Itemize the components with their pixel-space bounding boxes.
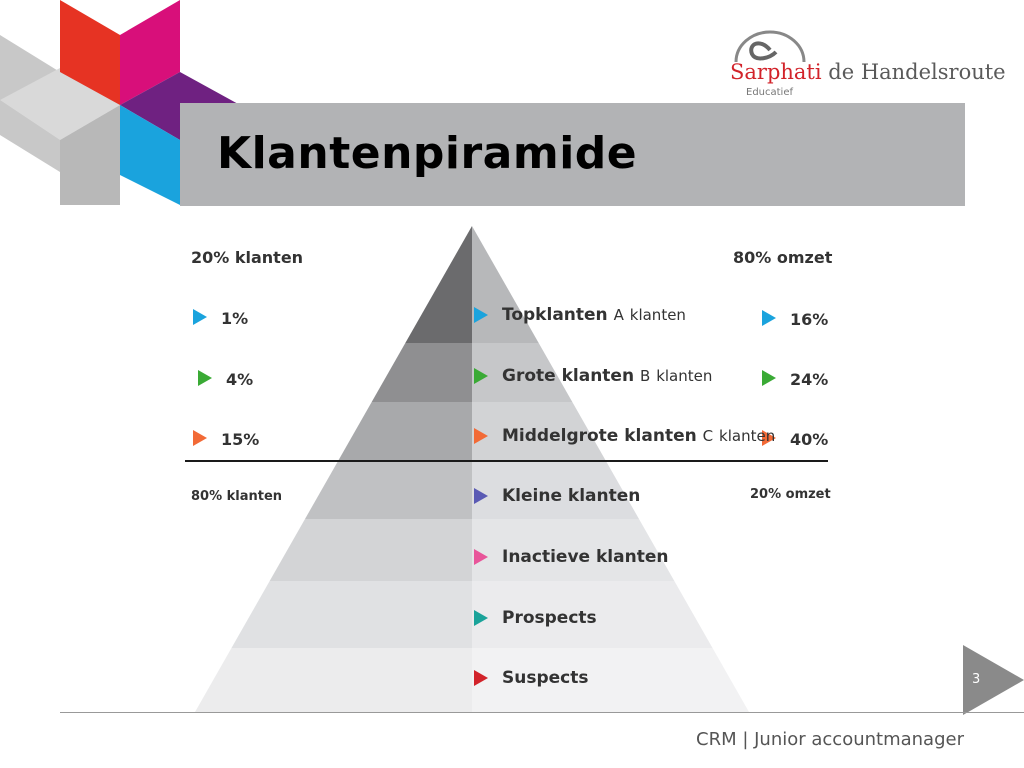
- deco-gray-bottom: [60, 105, 120, 205]
- left-pct-3: 15%: [221, 430, 260, 449]
- tier-label-4: Kleine klanten: [502, 486, 641, 506]
- slide-title: Klantenpiramide: [217, 128, 638, 179]
- deco-blue: [120, 105, 180, 205]
- pyramid-band-right-6: [472, 581, 713, 648]
- right-header: 80% omzet: [733, 248, 833, 267]
- deco-magenta: [120, 0, 180, 105]
- left-pct-2: 4%: [226, 370, 254, 389]
- pyramid-band-right-4: [472, 460, 639, 519]
- footer-line: [60, 712, 1024, 713]
- pyramid-band-right-5: [472, 519, 675, 581]
- page-number: 3: [972, 672, 981, 687]
- pyramid-band-left-6: [231, 581, 472, 648]
- right-pct-2: 24%: [790, 370, 829, 389]
- right-arrow-icon-2: [762, 370, 776, 386]
- tier-label-6: Prospects: [502, 608, 597, 628]
- tier-label-1: Topklanten A klanten: [502, 305, 686, 325]
- right-pct-1: 16%: [790, 310, 829, 329]
- tier-arrow-icon-2: [474, 368, 488, 384]
- right-pct-3: 40%: [790, 430, 829, 449]
- left-arrow-icon-2: [198, 370, 212, 386]
- pyramid-band-right-3: [472, 402, 606, 460]
- tier-arrow-icon-3: [474, 428, 488, 444]
- left-header-bottom: 80% klanten: [191, 489, 283, 504]
- tier-arrow-icon-7: [474, 670, 488, 686]
- tier-label-5: Inactieve klanten: [502, 547, 669, 567]
- right-arrow-icon-1: [762, 310, 776, 326]
- page-number-marker: [963, 645, 1024, 715]
- logo-brand: Sarphati: [730, 60, 822, 84]
- pyramid-band-left-2: [371, 343, 472, 402]
- title-bar: [180, 103, 965, 206]
- tier-label-2: Grote klanten B klanten: [502, 366, 713, 386]
- right-arrow-icon-3: [762, 430, 776, 446]
- pyramid-band-left-7: [195, 648, 472, 712]
- pyramid-band-left-4: [305, 460, 472, 519]
- logo-subtitle: Educatief: [746, 87, 794, 98]
- logo-text: Sarphati de Handelsroute: [730, 60, 1006, 84]
- pyramid-band-left-3: [338, 402, 472, 460]
- divider-line: [185, 460, 828, 462]
- pyramid-band-right-7: [472, 648, 749, 712]
- pyramid-band-right-2: [472, 343, 573, 402]
- right-header-bottom: 20% omzet: [750, 487, 831, 502]
- tier-arrow-icon-5: [474, 549, 488, 565]
- tier-arrow-icon-4: [474, 488, 488, 504]
- deco-gray-top: [0, 68, 120, 140]
- left-header: 20% klanten: [191, 248, 304, 267]
- pyramid-band-left-5: [269, 519, 472, 581]
- logo-rest: de Handelsroute: [821, 60, 1006, 84]
- left-arrow-icon-3: [193, 430, 207, 446]
- tier-arrow-icon-1: [474, 307, 488, 323]
- left-arrow-icon-1: [193, 309, 207, 325]
- footer-text: CRM | Junior accountmanager: [696, 729, 964, 750]
- left-pct-1: 1%: [221, 309, 249, 328]
- tier-label-3: Middelgrote klanten C klanten: [502, 426, 776, 446]
- deco-red: [60, 0, 120, 105]
- tier-arrow-icon-6: [474, 610, 488, 626]
- pyramid-band-left-1: [405, 226, 472, 343]
- tier-label-7: Suspects: [502, 668, 589, 688]
- pyramid-band-right-1: [472, 226, 539, 343]
- logo-arc-icon: [734, 30, 806, 63]
- decorative-shapes: [0, 0, 240, 205]
